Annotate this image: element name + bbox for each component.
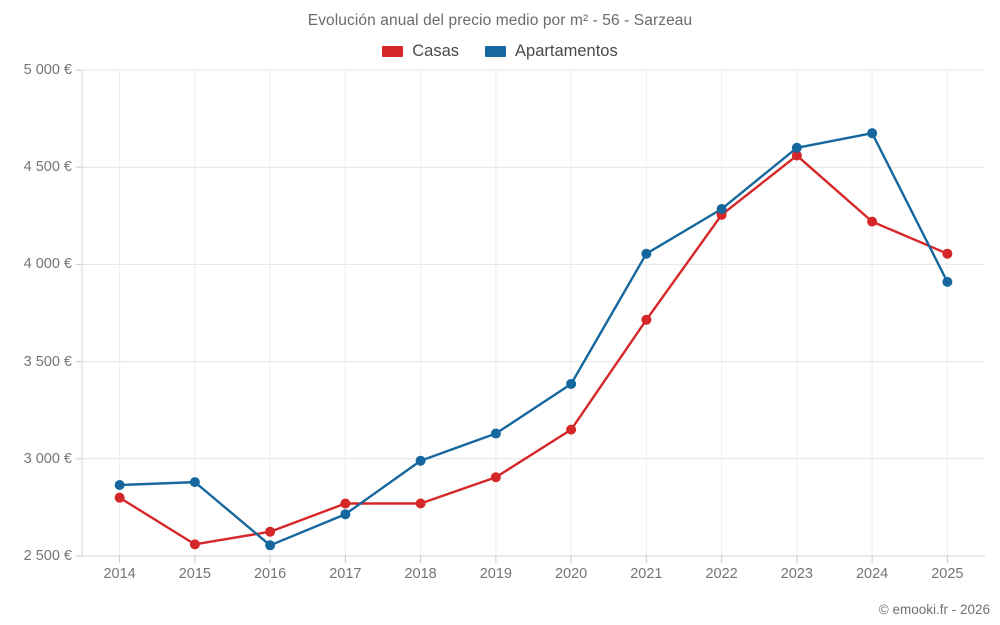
x-axis-tick-label: 2024 (855, 566, 889, 582)
legend-item-apartamentos[interactable]: Apartamentos (485, 42, 618, 61)
data-point[interactable] (641, 314, 652, 325)
y-axis-tick-label: 3 500 € (23, 353, 72, 370)
data-point[interactable] (867, 128, 878, 139)
data-point[interactable] (114, 492, 125, 503)
x-axis-tick-label: 2015 (178, 566, 212, 582)
chart-legend: Casas Apartamentos (0, 42, 1000, 61)
data-point[interactable] (942, 248, 953, 259)
data-point[interactable] (791, 142, 802, 153)
x-axis-tick-label: 2016 (253, 566, 287, 582)
data-point[interactable] (490, 472, 501, 483)
data-point[interactable] (566, 424, 577, 435)
data-point[interactable] (189, 477, 200, 488)
x-axis-tick-label: 2014 (103, 566, 136, 582)
data-point[interactable] (265, 540, 276, 551)
x-axis-tick-label: 2021 (630, 566, 663, 582)
legend-label-apartamentos: Apartamentos (515, 42, 618, 60)
data-point[interactable] (340, 509, 351, 520)
x-axis-tick-label: 2023 (780, 566, 814, 582)
legend-item-casas[interactable]: Casas (382, 42, 459, 61)
legend-swatch-apartamentos (485, 46, 507, 57)
data-point[interactable] (340, 498, 351, 509)
y-axis-tick-label: 3 000 € (23, 450, 72, 467)
data-point[interactable] (490, 428, 501, 439)
x-axis-tick-label: 2019 (479, 566, 513, 582)
legend-swatch-casas (382, 46, 404, 57)
chart-title: Evolución anual del precio medio por m² … (307, 12, 693, 29)
data-point[interactable] (189, 539, 200, 550)
x-axis-tick-label: 2017 (329, 566, 362, 582)
data-point[interactable] (942, 276, 953, 287)
data-point[interactable] (415, 498, 426, 509)
series-line-apartamentos (118, 131, 949, 547)
y-axis-tick-label: 5 000 € (23, 62, 72, 78)
y-axis-tick-label: 2 500 € (23, 548, 72, 564)
data-point[interactable] (867, 216, 878, 227)
credit-text: © emooki.fr - 2026 (878, 602, 990, 617)
x-axis-tick-label: 2022 (705, 566, 738, 582)
data-point[interactable] (265, 526, 276, 537)
data-point[interactable] (114, 480, 125, 491)
data-point[interactable] (641, 248, 652, 259)
data-point[interactable] (716, 203, 727, 214)
x-axis-tick-label: 2020 (554, 566, 588, 582)
y-axis-tick-label: 4 500 € (23, 159, 72, 176)
data-point[interactable] (566, 378, 577, 389)
series-line-casas (118, 154, 949, 546)
legend-label-casas: Casas (412, 42, 460, 60)
data-point[interactable] (415, 455, 426, 466)
x-axis-tick-label: 2025 (931, 566, 964, 582)
y-axis-tick-label: 4 000 € (23, 256, 72, 273)
data-point[interactable] (791, 150, 802, 161)
x-axis-tick-label: 2018 (404, 566, 437, 582)
